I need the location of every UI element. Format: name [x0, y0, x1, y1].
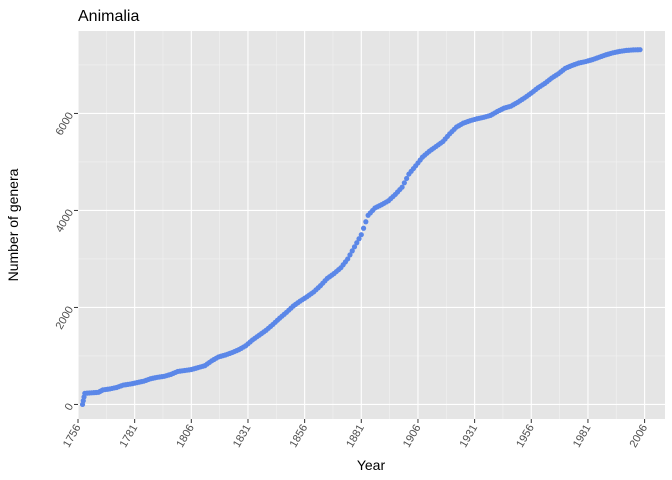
major-gridlines — [77, 31, 665, 419]
data-point — [637, 47, 643, 53]
y-tick-label: 6000 — [54, 110, 77, 137]
data-point — [401, 180, 407, 186]
x-tick-label: 1781 — [118, 423, 141, 450]
data-point — [358, 232, 364, 238]
x-axis-title: Year — [357, 457, 386, 473]
data-point — [351, 244, 358, 250]
plot-panel — [78, 31, 665, 419]
data-points — [79, 47, 643, 408]
x-tick-label: 1756 — [61, 423, 84, 450]
chart-title: Animalia — [78, 8, 139, 25]
y-axis-title: Number of genera — [5, 168, 21, 281]
data-point — [347, 252, 353, 258]
y-axis-ticks: 0 2000 4000 6000 — [54, 110, 78, 413]
data-point — [356, 236, 362, 242]
y-tick-label: 0 — [63, 401, 76, 412]
x-axis-ticks: 1756 1781 1806 1831 1856 1881 1906 1931 1956 1981… — [61, 419, 650, 450]
x-tick-label: 1956 — [514, 423, 537, 450]
x-tick-label: 1981 — [571, 423, 594, 450]
x-tick-label: 2006 — [628, 423, 651, 450]
y-tick-label: 2000 — [54, 304, 77, 331]
x-tick-label: 1881 — [344, 423, 367, 450]
data-point — [360, 225, 367, 231]
data-point — [349, 248, 355, 254]
data-point — [404, 175, 410, 182]
x-tick-label: 1806 — [174, 423, 197, 450]
data-point — [354, 240, 360, 246]
x-tick-label: 1931 — [458, 423, 481, 450]
y-tick-label: 4000 — [54, 207, 77, 234]
x-tick-label: 1906 — [401, 423, 424, 450]
data-point — [363, 219, 369, 225]
data-point — [399, 184, 405, 190]
data-point — [345, 256, 351, 262]
x-tick-label: 1831 — [231, 423, 254, 450]
x-tick-label: 1856 — [288, 423, 311, 450]
